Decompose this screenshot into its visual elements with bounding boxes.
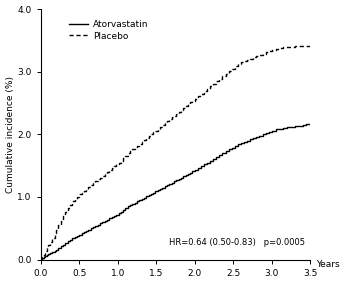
Atorvastatin (84, 229, 88, 233)
Placebo (43, 250, 47, 253)
Y-axis label: Cumulative incidence (%): Cumulative incidence (%) (6, 76, 14, 193)
Placebo (293, 44, 297, 48)
Line: Placebo: Placebo (41, 46, 310, 260)
Placebo (308, 44, 312, 48)
Atorvastatin (308, 122, 312, 125)
Text: HR=0.64 (0.50-0.83)   p=0.0005: HR=0.64 (0.50-0.83) p=0.0005 (169, 238, 305, 247)
Atorvastatin (242, 141, 246, 145)
Placebo (119, 159, 123, 162)
Placebo (84, 187, 88, 190)
Placebo (202, 92, 206, 95)
Text: Years: Years (316, 260, 339, 269)
Atorvastatin (39, 258, 43, 261)
Placebo (39, 258, 43, 261)
Atorvastatin (119, 210, 123, 214)
Placebo (208, 84, 212, 88)
Atorvastatin (202, 164, 206, 168)
Atorvastatin (43, 254, 47, 257)
Legend: Atorvastatin, Placebo: Atorvastatin, Placebo (67, 18, 150, 42)
Atorvastatin (208, 159, 212, 162)
Placebo (242, 61, 246, 64)
Line: Atorvastatin: Atorvastatin (41, 124, 310, 260)
